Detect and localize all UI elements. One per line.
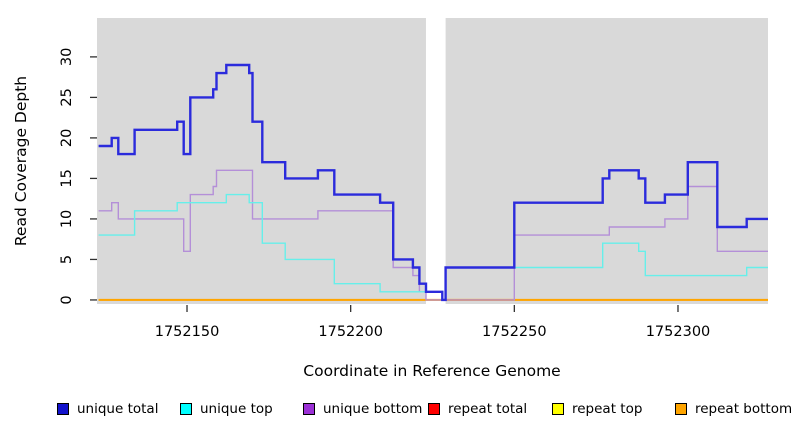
legend-item-repeat-total: repeat total [428,400,528,417]
legend-item-unique-top: unique top [180,400,273,417]
x-tick-label: 1752250 [482,324,547,340]
legend-item-unique-total: unique total [57,400,159,417]
legend-label: unique top [200,400,273,417]
legend-label: repeat top [572,400,643,417]
y-tick-label: 20 [59,129,75,147]
legend-swatch-unique-top [180,402,192,415]
y-tick-label: 25 [59,88,75,106]
legend-label: unique bottom [323,400,423,417]
y-tick-label: 30 [59,48,75,66]
legend-item-unique-bottom: unique bottom [303,400,423,417]
series-line-unique-total [98,63,768,302]
x-tick-label: 1752200 [318,324,383,340]
legend-swatch-repeat-bottom [675,402,687,415]
y-axis-title: Read Coverage Depth [12,75,30,247]
legend-swatch-repeat-top [552,402,564,415]
x-tick-label: 1752300 [646,324,711,340]
masked-region [425,18,446,304]
x-axis-title: Coordinate in Reference Genome [303,362,561,380]
legend-item-repeat-top: repeat top [552,400,643,417]
y-tick-label: 10 [59,210,75,228]
x-tick-label: 1752150 [155,324,220,340]
legend-label: repeat bottom [695,400,792,417]
legend-label: unique total [77,400,159,417]
legend-swatch-unique-total [57,402,69,415]
legend-swatch-unique-bottom [303,402,315,415]
legend-item-repeat-bottom: repeat bottom [675,400,792,417]
legend-label: repeat total [448,400,528,417]
y-tick-label: 5 [59,255,75,264]
y-tick-label: 0 [59,295,75,304]
y-tick-label: 15 [59,169,75,187]
legend-swatch-repeat-total [428,402,440,415]
series-line-unique-top [98,193,768,301]
